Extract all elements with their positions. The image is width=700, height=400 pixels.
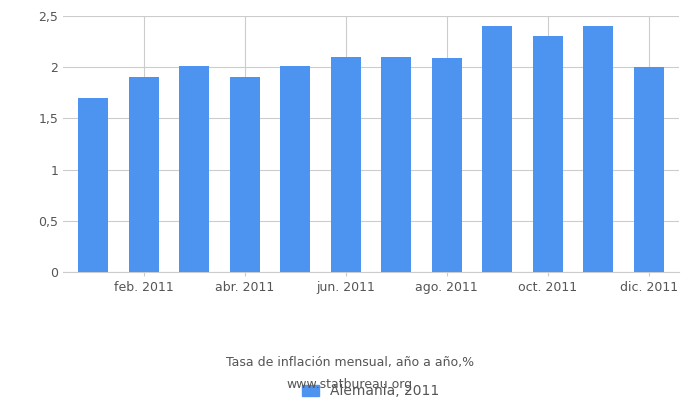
Text: www.statbureau.org: www.statbureau.org bbox=[287, 378, 413, 391]
Legend: Alemania, 2011: Alemania, 2011 bbox=[302, 384, 440, 398]
Bar bbox=[634, 67, 664, 272]
Bar bbox=[432, 58, 462, 272]
Bar bbox=[583, 26, 613, 272]
Bar bbox=[381, 57, 412, 272]
Bar bbox=[482, 26, 512, 272]
Bar bbox=[230, 78, 260, 272]
Bar bbox=[533, 36, 563, 272]
Bar bbox=[129, 78, 159, 272]
Bar bbox=[179, 66, 209, 272]
Bar bbox=[280, 66, 310, 272]
Text: Tasa de inflación mensual, año a año,%: Tasa de inflación mensual, año a año,% bbox=[226, 356, 474, 369]
Bar bbox=[330, 57, 361, 272]
Bar bbox=[78, 98, 108, 272]
